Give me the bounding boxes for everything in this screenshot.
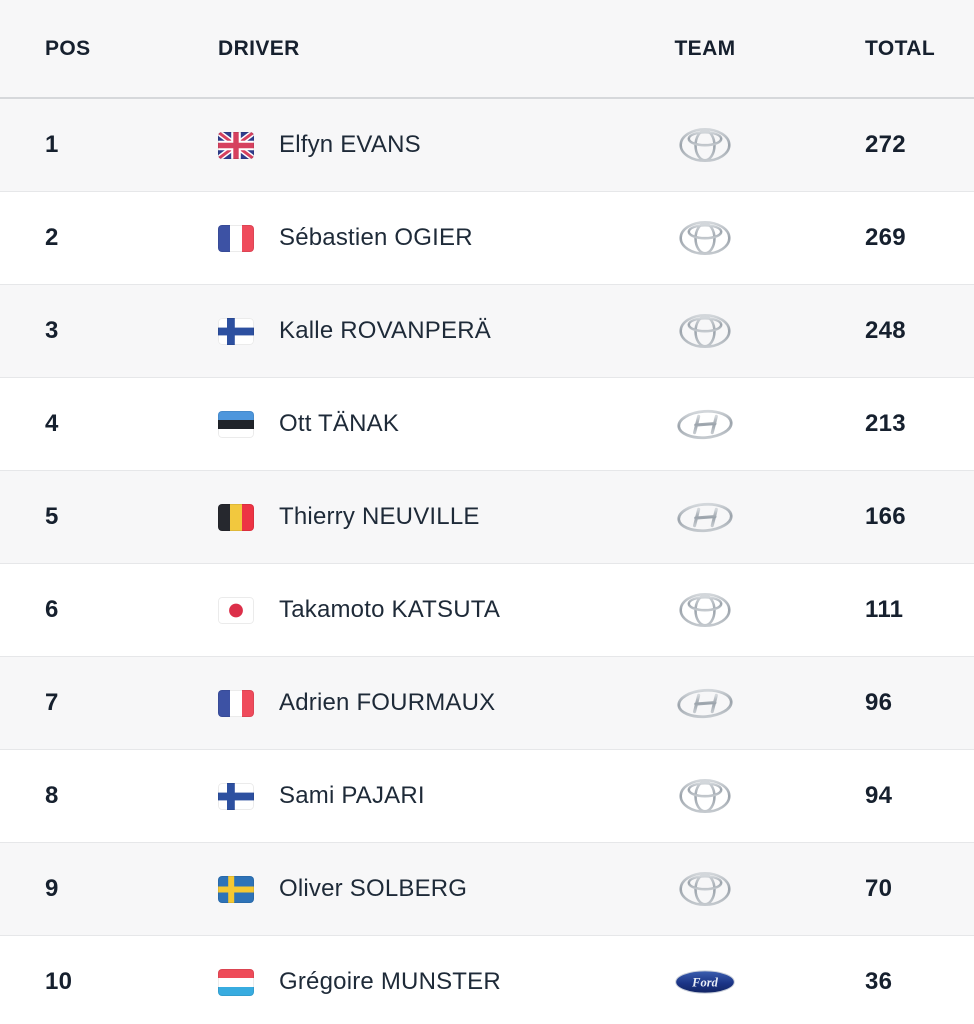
driver-name: Grégoire MUNSTER xyxy=(279,968,501,995)
table-body: 1 Elfyn EVANS 272 2 Sébastien OGIER xyxy=(0,99,974,1024)
header-pos: POS xyxy=(45,36,91,60)
france-flag-icon xyxy=(218,689,254,717)
luxembourg-flag-icon xyxy=(218,968,254,996)
position-value: 5 xyxy=(45,503,59,530)
position-value: 7 xyxy=(45,689,59,716)
united-kingdom-flag-icon xyxy=(218,131,254,159)
hyundai-logo-icon xyxy=(676,502,734,533)
position-value: 10 xyxy=(45,968,73,995)
header-total: TOTAL xyxy=(865,36,936,60)
table-row[interactable]: 8 Sami PAJARI 94 xyxy=(0,750,974,843)
driver-name: Takamoto KATSUTA xyxy=(279,596,501,623)
table-row[interactable]: 9 Oliver SOLBERG 70 xyxy=(0,843,974,936)
total-points: 70 xyxy=(865,875,893,902)
driver-name: Sébastien OGIER xyxy=(279,224,473,251)
driver-name: Kalle ROVANPERÄ xyxy=(279,317,491,344)
total-points: 111 xyxy=(865,596,904,623)
driver-name: Adrien FOURMAUX xyxy=(279,689,496,716)
position-value: 6 xyxy=(45,596,59,623)
france-flag-icon xyxy=(218,224,254,252)
finland-flag-icon xyxy=(218,782,254,810)
toyota-logo-icon xyxy=(678,220,732,256)
total-points: 36 xyxy=(865,968,893,995)
driver-name: Ott TÄNAK xyxy=(279,410,400,437)
total-points: 248 xyxy=(865,317,906,344)
belgium-flag-icon xyxy=(218,503,254,531)
total-points: 269 xyxy=(865,224,906,251)
header-driver: DRIVER xyxy=(218,36,300,60)
position-value: 2 xyxy=(45,224,59,251)
table-row[interactable]: 1 Elfyn EVANS 272 xyxy=(0,99,974,192)
total-points: 94 xyxy=(865,782,893,809)
table-row[interactable]: 4 Ott TÄNAK 213 xyxy=(0,378,974,471)
header-team: TEAM xyxy=(674,36,736,60)
table-row[interactable]: 10 Grégoire MUNSTER 36 xyxy=(0,936,974,1024)
driver-name: Oliver SOLBERG xyxy=(279,875,468,902)
position-value: 3 xyxy=(45,317,59,344)
finland-flag-icon xyxy=(218,317,254,345)
table-header: POS DRIVER TEAM TOTAL xyxy=(0,0,974,99)
toyota-logo-icon xyxy=(678,778,732,814)
total-points: 166 xyxy=(865,503,906,530)
total-points: 213 xyxy=(865,410,906,437)
toyota-logo-icon xyxy=(678,127,732,163)
position-value: 1 xyxy=(45,131,59,158)
table-row[interactable]: 5 Thierry NEUVILLE 166 xyxy=(0,471,974,564)
total-points: 272 xyxy=(865,131,906,158)
position-value: 8 xyxy=(45,782,59,809)
position-value: 9 xyxy=(45,875,59,902)
sweden-flag-icon xyxy=(218,875,254,903)
hyundai-logo-icon xyxy=(676,409,734,440)
table-row[interactable]: 7 Adrien FOURMAUX 96 xyxy=(0,657,974,750)
toyota-logo-icon xyxy=(678,313,732,349)
hyundai-logo-icon xyxy=(676,688,734,719)
total-points: 96 xyxy=(865,689,893,716)
driver-name: Elfyn EVANS xyxy=(279,131,421,158)
ford-logo-icon xyxy=(674,970,736,994)
table-row[interactable]: 2 Sébastien OGIER 269 xyxy=(0,192,974,285)
position-value: 4 xyxy=(45,410,59,437)
table-row[interactable]: 6 Takamoto KATSUTA 111 xyxy=(0,564,974,657)
toyota-logo-icon xyxy=(678,592,732,628)
driver-name: Thierry NEUVILLE xyxy=(279,503,480,530)
toyota-logo-icon xyxy=(678,871,732,907)
japan-flag-icon xyxy=(218,596,254,624)
driver-name: Sami PAJARI xyxy=(279,782,425,809)
estonia-flag-icon xyxy=(218,410,254,438)
table-row[interactable]: 3 Kalle ROVANPERÄ 248 xyxy=(0,285,974,378)
